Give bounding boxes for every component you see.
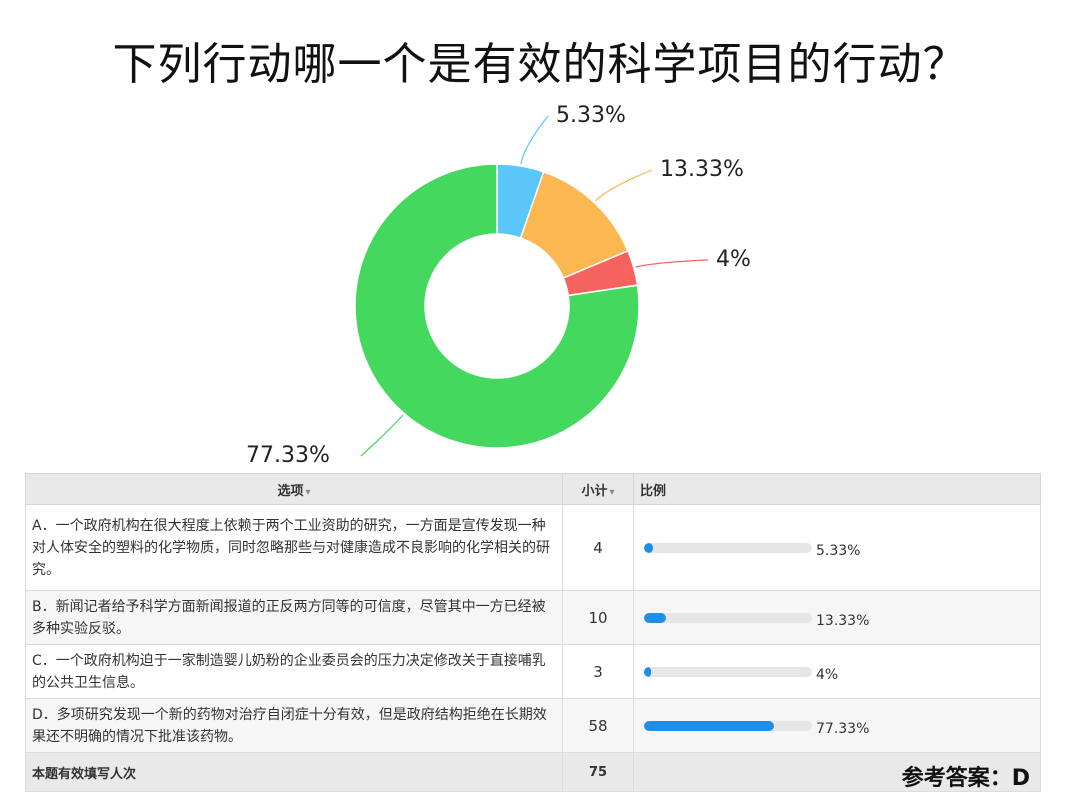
slice-label: 77.33% [246, 443, 330, 468]
bar-track [644, 720, 812, 731]
percent-bar: 13.33% [640, 607, 1034, 629]
option-cell: D．多项研究发现一个新的药物对治疗自闭症十分有效，但是政府结构拒绝在长期效果还不… [25, 698, 563, 753]
percent-label: 5.33% [816, 542, 861, 559]
percent-cell: 13.33% [633, 590, 1041, 645]
donut-slice-d[interactable] [354, 163, 640, 449]
count-cell: 10 [562, 590, 634, 645]
bar-track [644, 542, 812, 553]
percent-cell: 5.33% [633, 504, 1041, 591]
bar-track [644, 666, 812, 677]
option-text: A．一个政府机构在很大程度上依赖于两个工业资助的研究，一方面是宣传发现一种对人体… [32, 517, 550, 578]
percent-cell: 4% [633, 644, 1041, 699]
slice-label: 13.33% [660, 157, 744, 182]
leader-line [635, 259, 709, 268]
table-row: B．新闻记者给予科学方面新闻报道的正反两方同等的可信度，尽管其中一方已经被多种实… [25, 590, 1041, 645]
table-row: C．一个政府机构迫于一家制造婴儿奶粉的企业委员会的压力决定修改关于直接哺乳的公共… [25, 644, 1041, 699]
leader-line [360, 414, 404, 457]
reference-answer: 参考答案：D [901, 766, 1030, 791]
header-option[interactable]: 选项 ▾ [25, 473, 563, 505]
total-empty-cell [633, 752, 1041, 792]
table-row: A．一个政府机构在很大程度上依赖于两个工业资助的研究，一方面是宣传发现一种对人体… [25, 504, 1041, 591]
percent-bar: 5.33% [640, 537, 1034, 559]
count-cell: 4 [562, 504, 634, 591]
option-cell: C．一个政府机构迫于一家制造婴儿奶粉的企业委员会的压力决定修改关于直接哺乳的公共… [25, 644, 563, 699]
bar-track [644, 612, 812, 623]
option-text: B．新闻记者给予科学方面新闻报道的正反两方同等的可信度，尽管其中一方已经被多种实… [32, 598, 546, 637]
percent-bar: 4% [640, 661, 1034, 683]
table-row: D．多项研究发现一个新的药物对治疗自闭症十分有效，但是政府结构拒绝在长期效果还不… [25, 698, 1041, 753]
leader-line [595, 169, 653, 202]
header-count[interactable]: 小计 ▾ [562, 473, 634, 505]
table-header-row: 选项 ▾ 小计 ▾ 比例 [25, 473, 1041, 505]
results-table: 选项 ▾ 小计 ▾ 比例 A．一个政府机构在很大程度上依赖于两个工业资助的研究，一方… [25, 473, 1041, 792]
bar-fill [644, 542, 653, 553]
option-cell: B．新闻记者给予科学方面新闻报道的正反两方同等的可信度，尽管其中一方已经被多种实… [25, 590, 563, 645]
sort-icon[interactable]: ▾ [305, 486, 311, 498]
sort-icon[interactable]: ▾ [609, 486, 615, 498]
option-text: C．一个政府机构迫于一家制造婴儿奶粉的企业委员会的压力决定修改关于直接哺乳的公共… [32, 652, 546, 691]
bar-fill [644, 666, 651, 677]
header-count-label: 小计 [581, 483, 608, 499]
leader-line [520, 115, 549, 165]
count-cell: 3 [562, 644, 634, 699]
total-label: 本题有效填写人次 [25, 752, 563, 792]
bar-fill [644, 720, 774, 731]
percent-label: 77.33% [816, 720, 870, 737]
total-row: 本题有效填写人次 75 [25, 752, 1041, 792]
total-count: 75 [562, 752, 634, 792]
count-cell: 58 [562, 698, 634, 753]
percent-label: 4% [816, 666, 839, 683]
slice-label: 5.33% [556, 103, 626, 128]
bar-fill [644, 612, 667, 623]
option-cell: A．一个政府机构在很大程度上依赖于两个工业资助的研究，一方面是宣传发现一种对人体… [25, 504, 563, 591]
percent-bar: 77.33% [640, 715, 1034, 737]
percent-label: 13.33% [816, 612, 870, 629]
option-text: D．多项研究发现一个新的药物对治疗自闭症十分有效，但是政府结构拒绝在长期效果还不… [32, 706, 547, 745]
question-title: 下列行动哪一个是有效的科学项目的行动？ [112, 39, 968, 90]
percent-cell: 77.33% [633, 698, 1041, 753]
slice-label: 4% [716, 247, 751, 272]
header-option-label: 选项 [277, 483, 304, 499]
header-percent: 比例 [633, 473, 1041, 505]
donut-chart: 5.33% 13.33% 4% 77.33% [246, 103, 751, 468]
